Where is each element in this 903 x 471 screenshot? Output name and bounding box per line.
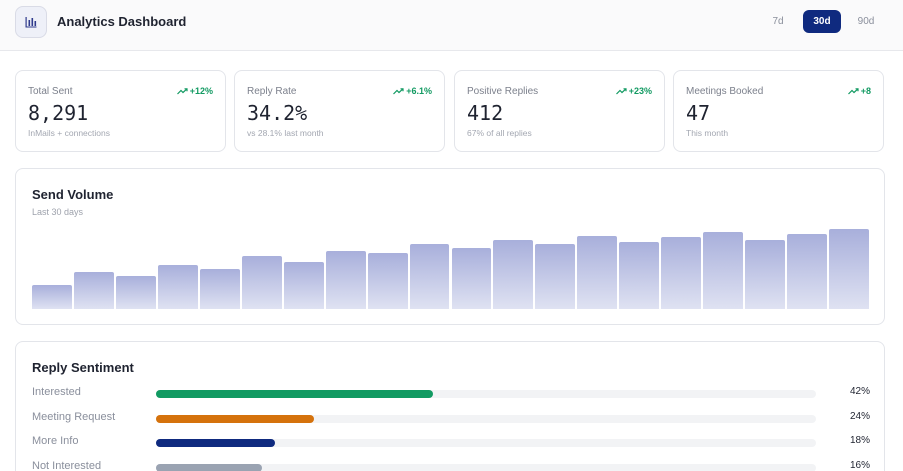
range-tab-30d[interactable]: 30d xyxy=(803,10,841,33)
volume-bar xyxy=(535,244,576,309)
kpi-trend-value: +23% xyxy=(628,86,652,96)
header: Analytics Dashboard 7d 30d 90d xyxy=(0,0,903,51)
volume-bar xyxy=(703,232,744,309)
volume-bar xyxy=(619,241,660,309)
kpi-value: 47 xyxy=(686,101,711,125)
volume-bar xyxy=(787,234,828,309)
kpi-trend-value: +12% xyxy=(189,86,213,96)
volume-bar xyxy=(493,240,534,309)
volume-bar xyxy=(829,229,869,309)
kpi-trend: +8 xyxy=(847,86,871,96)
bar-chart-icon xyxy=(25,17,37,28)
trend-up-icon xyxy=(393,87,404,94)
page-title: Analytics Dashboard xyxy=(57,14,187,29)
kpi-trend: +6.1% xyxy=(393,86,432,96)
reply-sentiment-card: Reply Sentiment Interested 42% Meeting Req… xyxy=(15,341,885,471)
sentiment-bar-fill xyxy=(156,439,275,447)
kpi-card-reply-rate: Reply Rate +6.1% 34.2% vs 28.1% last mon… xyxy=(234,70,445,152)
kpi-value: 412 xyxy=(467,101,504,125)
kpi-value: 34.2% xyxy=(247,101,308,125)
kpi-subtext: vs 28.1% last month xyxy=(247,128,324,138)
sentiment-percent: 18% xyxy=(849,435,870,446)
sentiment-bar-track xyxy=(156,463,816,471)
volume-bar xyxy=(367,253,408,309)
kpi-label: Total Sent xyxy=(28,86,73,97)
range-tab-90d[interactable]: 90d xyxy=(857,16,875,27)
volume-bar xyxy=(73,272,114,309)
send-volume-chart xyxy=(32,225,869,309)
kpi-label: Reply Rate xyxy=(247,86,297,97)
kpi-trend: +12% xyxy=(176,86,213,96)
volume-bar xyxy=(451,247,492,309)
sentiment-bar-track xyxy=(156,439,816,447)
volume-bar xyxy=(661,237,702,309)
sentiment-percent: 24% xyxy=(849,410,870,422)
sentiment-bar-track xyxy=(156,414,816,423)
trend-up-icon xyxy=(176,87,188,94)
range-tab-7d[interactable]: 7d xyxy=(772,16,784,27)
card-title: Reply Sentiment xyxy=(32,360,134,375)
kpi-subtext: InMails + connections xyxy=(28,128,110,138)
kpi-row: Total Sent +12% 8,291 InMails + connecti… xyxy=(15,70,885,152)
sentiment-label: Meeting Request xyxy=(32,410,116,423)
send-volume-card: Send Volume Last 30 days xyxy=(15,168,885,325)
kpi-value: 8,291 xyxy=(28,101,89,125)
range-tabs: 7d 30d 90d xyxy=(759,10,885,33)
volume-bar xyxy=(241,256,282,309)
card-title: Send Volume xyxy=(32,187,114,202)
sentiment-bar-fill xyxy=(156,390,434,398)
sentiment-label: More Info xyxy=(32,435,79,447)
kpi-trend-value: +8 xyxy=(860,86,871,96)
kpi-subtext: 67% of all replies xyxy=(467,128,532,138)
volume-bar xyxy=(32,285,72,309)
volume-bar xyxy=(283,261,324,309)
volume-bar xyxy=(115,276,156,309)
sentiment-bar-track xyxy=(156,390,816,398)
volume-bar xyxy=(157,265,198,309)
sentiment-label: Not Interested xyxy=(32,459,102,471)
sentiment-row: More Info 18% xyxy=(32,435,870,451)
kpi-card-total-sent: Total Sent +12% 8,291 InMails + connecti… xyxy=(15,70,226,152)
volume-bar xyxy=(325,250,366,309)
sentiment-bar-fill xyxy=(156,463,262,471)
volume-bar xyxy=(577,236,618,309)
volume-bar xyxy=(745,240,786,309)
card-subtitle: Last 30 days xyxy=(32,207,84,217)
kpi-label: Meetings Booked xyxy=(686,86,764,97)
kpi-trend: +23% xyxy=(615,86,652,96)
kpi-trend-value: +6.1% xyxy=(406,86,432,96)
sentiment-percent: 42% xyxy=(849,386,870,397)
trend-up-icon xyxy=(615,87,627,94)
sentiment-row: Interested 42% xyxy=(32,386,870,402)
sentiment-row: Meeting Request 24% xyxy=(32,411,870,427)
sentiment-row: Not Interested 16% xyxy=(32,460,870,471)
volume-bar xyxy=(409,244,450,309)
kpi-card-meetings-booked: Meetings Booked +8 47 This month xyxy=(673,70,884,152)
sentiment-label: Interested xyxy=(32,386,81,398)
kpi-subtext: This month xyxy=(686,128,729,138)
trend-up-icon xyxy=(847,87,859,94)
kpi-card-positive-replies: Positive Replies +23% 412 67% of all rep… xyxy=(454,70,665,152)
sentiment-percent: 16% xyxy=(849,459,870,471)
logo xyxy=(15,6,47,38)
kpi-label: Positive Replies xyxy=(467,86,539,97)
sentiment-bar-fill xyxy=(156,414,315,423)
volume-bar xyxy=(199,269,240,309)
